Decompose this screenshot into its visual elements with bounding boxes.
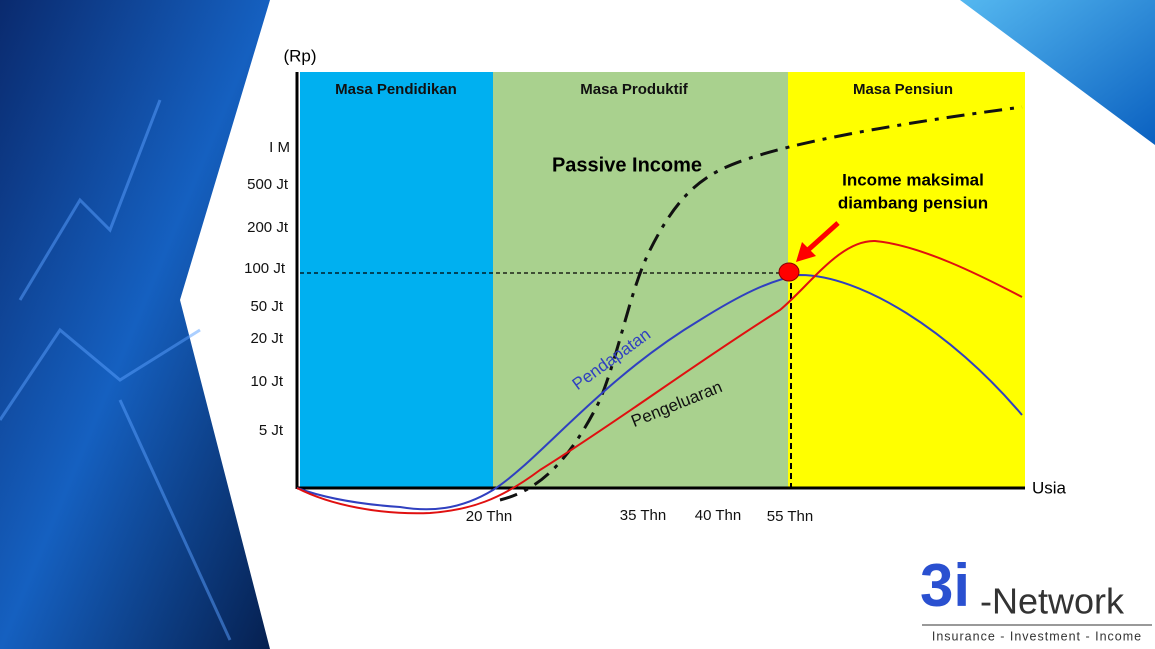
y-label: 100 Jt	[244, 260, 286, 277]
callout-arrow	[806, 221, 840, 252]
x-axis-label: Usia	[1032, 478, 1067, 497]
x-label: 40 Thn	[695, 507, 741, 524]
x-label: 35 Thn	[620, 507, 666, 524]
passive-income-label: Passive Income	[552, 154, 702, 176]
logo-mark: 3i	[920, 552, 970, 619]
phase-retirement	[788, 72, 1025, 488]
max-point	[778, 262, 800, 282]
callout-line: diambang pensiun	[838, 193, 988, 212]
logo-tagline: Insurance - Investment - Income	[932, 629, 1142, 643]
callout-line: Income maksimal	[842, 170, 984, 189]
phase-label: Masa Produktif	[580, 81, 689, 98]
x-label: 20 Thn	[466, 508, 512, 525]
y-label: 200 Jt	[247, 219, 289, 236]
passive-income-curve	[499, 105, 1023, 502]
phase-productive	[493, 72, 788, 488]
y-unit: (Rp)	[283, 46, 316, 65]
phase-education	[300, 72, 493, 488]
y-label: 10 Jt	[250, 373, 283, 390]
callout-arrowhead	[796, 242, 816, 262]
x-label: 55 Thn	[767, 508, 813, 525]
income-curve	[296, 273, 1023, 511]
phase-label: Masa Pendidikan	[335, 81, 457, 98]
expense-curve	[296, 239, 1023, 515]
logo-name: -Network	[980, 581, 1125, 622]
y-label: 20 Jt	[250, 330, 283, 347]
y-label: 500 Jt	[247, 176, 289, 193]
phase-label: Masa Pensiun	[853, 81, 953, 98]
left-decoration	[0, 0, 270, 649]
y-label: I M	[269, 139, 290, 156]
decor-lines	[0, 99, 232, 641]
y-label: 5 Jt	[259, 422, 284, 439]
y-label: 50 Jt	[250, 298, 283, 315]
top-right-decoration	[960, 0, 1155, 145]
